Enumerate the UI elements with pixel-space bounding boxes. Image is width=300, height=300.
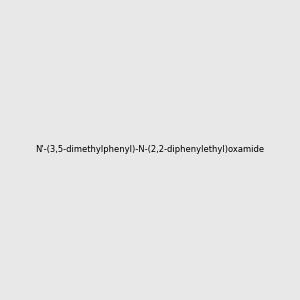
Text: N'-(3,5-dimethylphenyl)-N-(2,2-diphenylethyl)oxamide: N'-(3,5-dimethylphenyl)-N-(2,2-diphenyle… xyxy=(35,146,265,154)
